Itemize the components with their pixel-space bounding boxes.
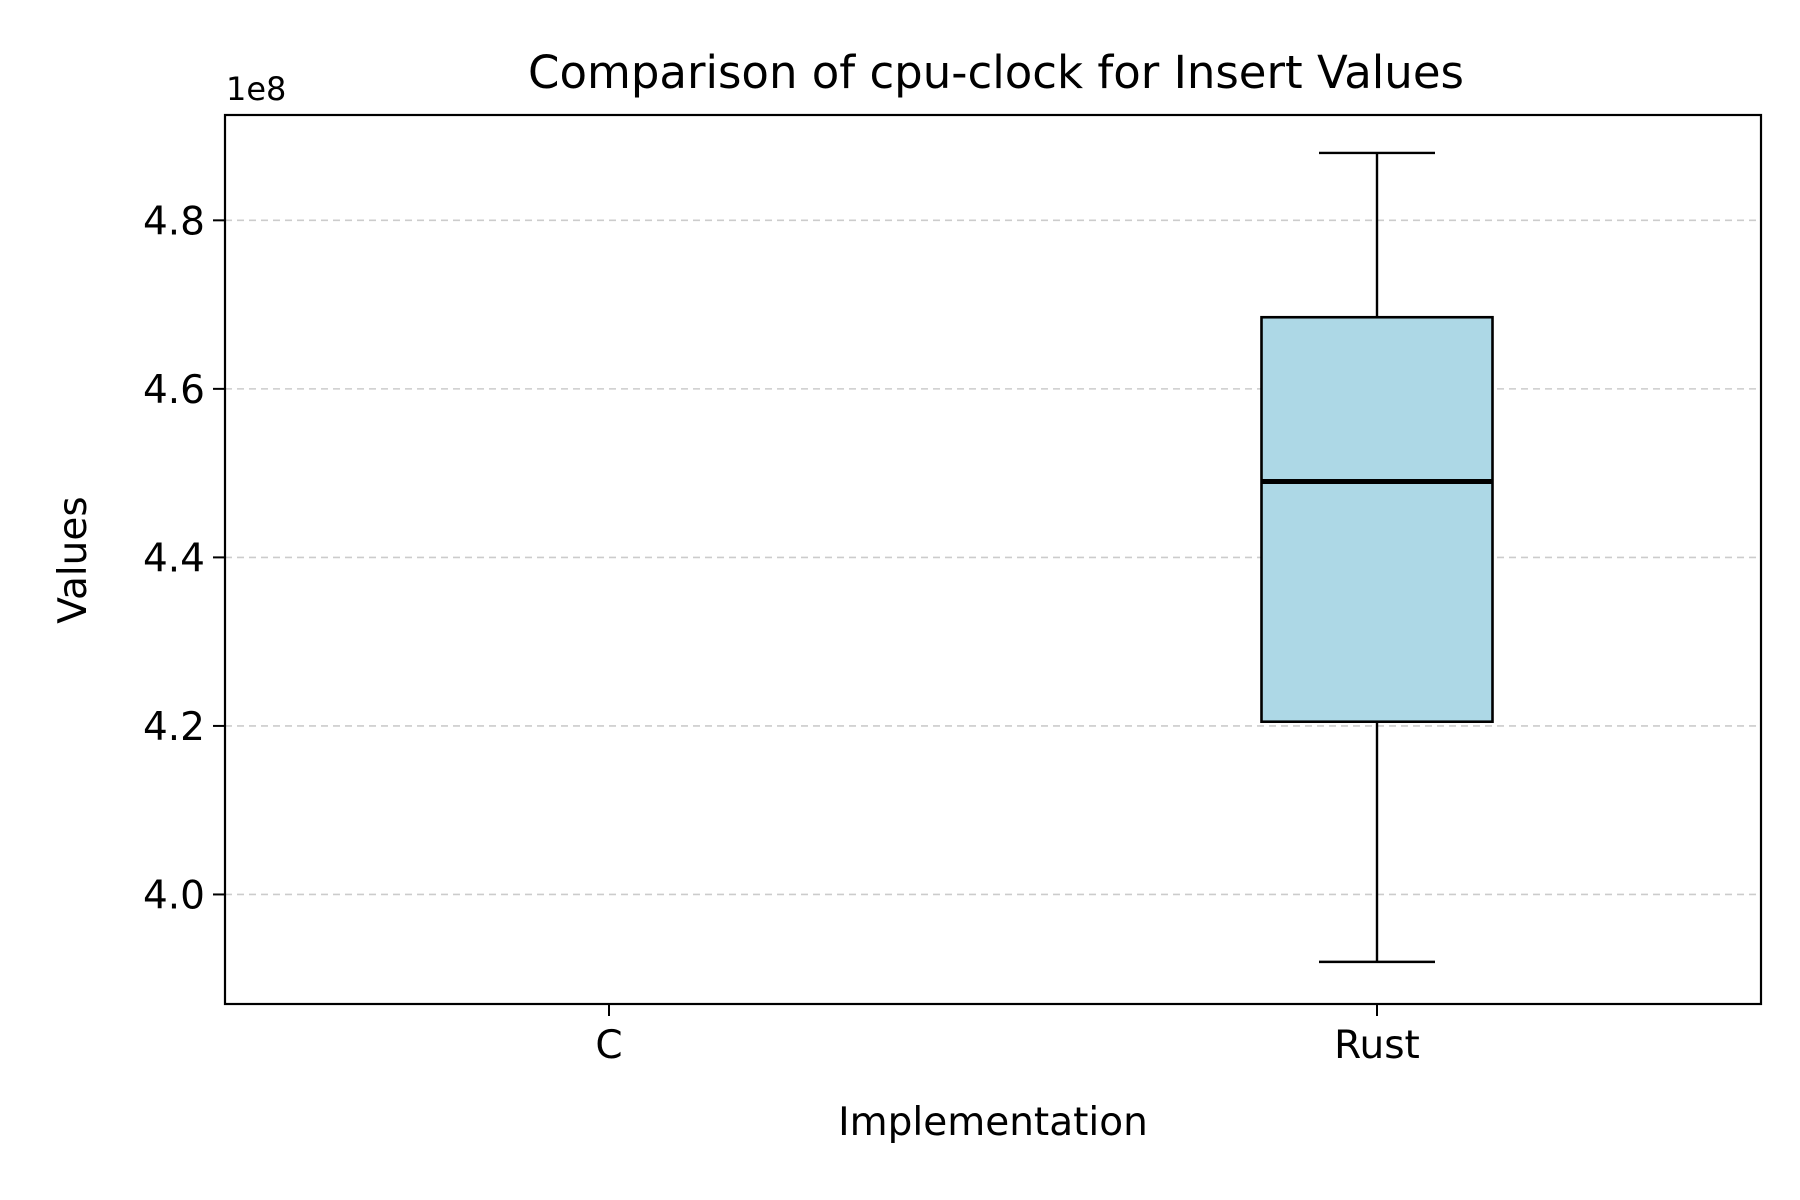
box-rust [1260,151,1494,964]
y-tick-label: 4.4 [143,536,205,581]
y-axis-label: Values [51,496,96,623]
y-axis-offset-label: 1e8 [226,70,286,108]
chart-title: Comparison of cpu-clock for Insert Value… [528,46,1464,99]
x-tick-label: Rust [1334,1023,1420,1068]
y-axis-ticks: 4.0 4.2 4.4 4.6 4.8 [143,199,225,918]
y-tick-label: 4.2 [143,705,205,750]
y-tick-label: 4.0 [143,873,205,918]
box-layer [1260,151,1494,964]
x-axis-ticks: C Rust [595,1004,1420,1068]
x-axis-label: Implementation [838,1100,1148,1145]
grid-lines [225,219,1761,896]
plot-area-frame [223,113,1763,1006]
y-tick-label: 4.8 [143,199,205,244]
iqr-box [1260,315,1494,724]
x-tick-label: C [595,1023,622,1068]
y-tick-label: 4.6 [143,368,205,413]
